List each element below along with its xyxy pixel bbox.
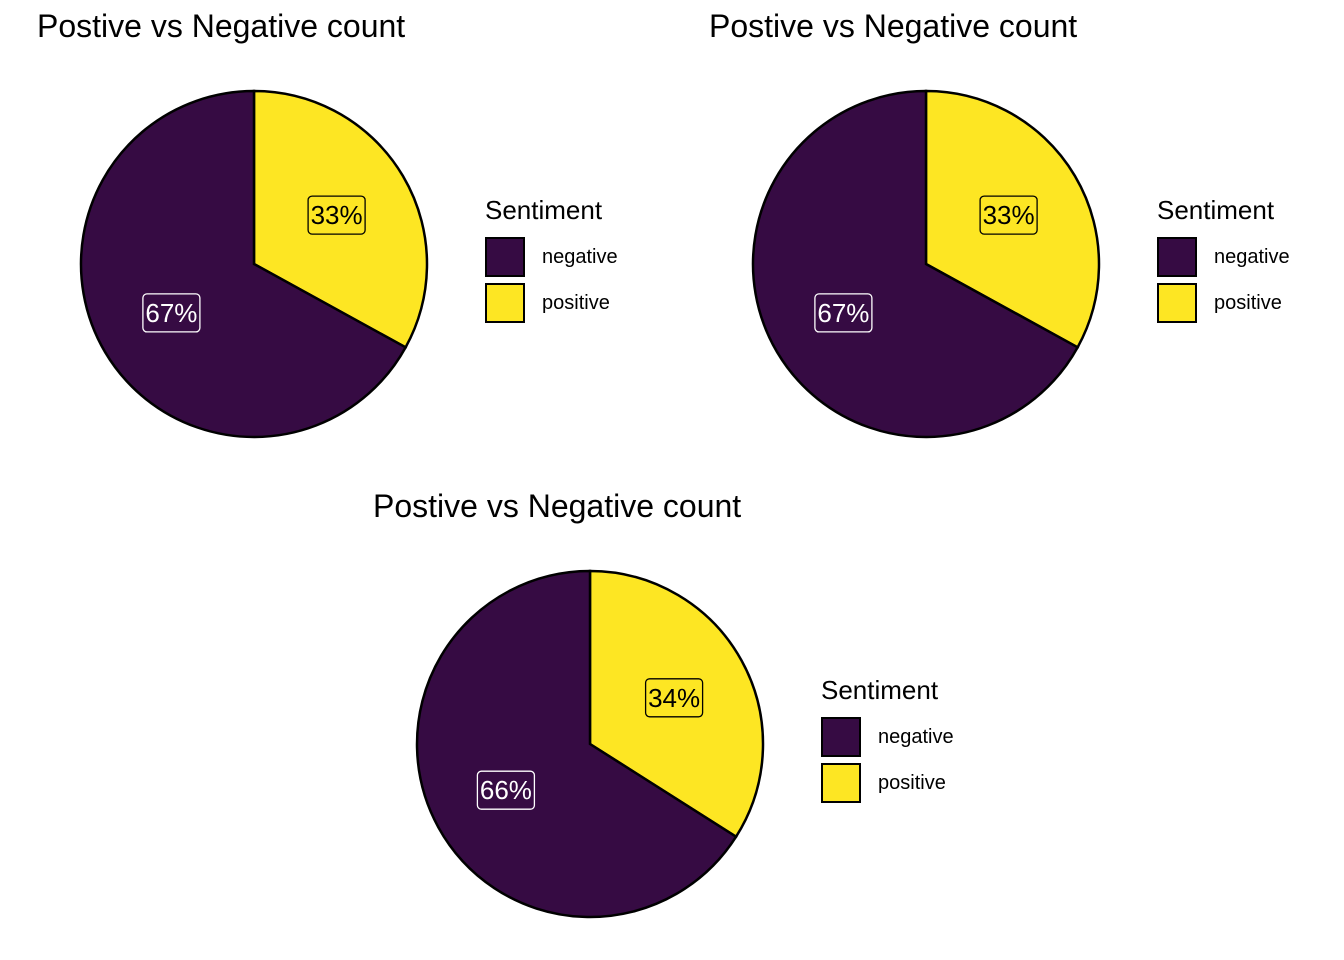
data-label-positive: 33% [979,195,1038,235]
pie-slice-negative [415,569,738,919]
legend-item-positive: positive [821,760,954,806]
legend-label-positive: positive [542,291,610,314]
legend-title: Sentiment [821,675,939,705]
data-label-text: 33% [983,200,1035,230]
pie-svg: 33% 67% [751,89,1101,439]
pie-svg: 34% 66% [415,569,765,919]
legend-label-negative: negative [1214,245,1290,268]
data-label-text: 66% [480,775,532,805]
legend-swatch-positive [485,283,525,323]
data-label-text: 33% [311,200,363,230]
data-label-box [476,770,536,810]
data-label-positive: 34% [644,678,704,718]
pie-svg: 33% 67% [79,89,429,439]
legend-item-positive: positive [485,280,618,326]
legend-swatch-negative [821,717,861,757]
legend-label-positive: positive [878,771,946,794]
legend: Sentiment negative positive [821,675,954,806]
legend-label-negative: negative [542,245,618,268]
legend: Sentiment negative positive [485,195,618,326]
pie-chart-1: Postive vs Negative count 33% 67% Sentime… [0,0,672,480]
legend-item-negative: negative [821,714,954,760]
legend-swatch-positive [821,763,861,803]
legend-item-negative: negative [485,234,618,280]
data-label-negative: 67% [814,293,873,333]
data-label-box [979,195,1038,235]
legend-swatch-negative [1157,237,1197,277]
data-label-positive: 33% [307,195,366,235]
data-label-box [307,195,366,235]
pie-slice-negative [751,89,1080,439]
data-label-text: 34% [648,683,700,713]
data-label-box [142,293,201,333]
chart-title: Postive vs Negative count [709,8,1078,44]
legend-label-positive: positive [1214,291,1282,314]
data-label-negative: 67% [142,293,201,333]
data-label-text: 67% [817,298,869,328]
data-label-box [644,678,704,718]
chart-title: Postive vs Negative count [37,8,406,44]
pie-slice-negative [79,89,408,439]
legend-title: Sentiment [1157,195,1275,225]
legend-swatch-positive [1157,283,1197,323]
data-label-box [814,293,873,333]
legend-swatch-negative [485,237,525,277]
pie-chart-2: Postive vs Negative count 33% 67% Sentime… [672,0,1344,480]
chart-title: Postive vs Negative count [373,488,742,524]
data-label-text: 67% [145,298,197,328]
legend-label-negative: negative [878,725,954,748]
legend-item-positive: positive [1157,280,1290,326]
pie-chart-3: Postive vs Negative count 34% 66% Sentime… [336,480,1008,960]
data-label-negative: 66% [476,770,536,810]
legend-title: Sentiment [485,195,603,225]
legend-item-negative: negative [1157,234,1290,280]
legend: Sentiment negative positive [1157,195,1290,326]
